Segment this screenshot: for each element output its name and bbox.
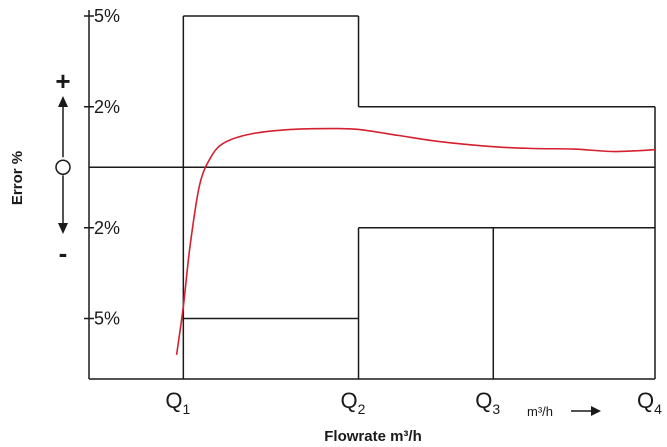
x-unit-label: m³/h (527, 404, 553, 419)
plus-sign: + (55, 66, 70, 96)
limit-lines (182, 15, 656, 379)
y-tick-label: 5% (94, 6, 120, 26)
plus-arrow-head (58, 96, 68, 107)
x-tick-label: Q1 (165, 388, 190, 417)
error-curve (175, 127, 656, 355)
minus-sign: - (59, 238, 68, 268)
x-axis-title: Flowrate m³/h (324, 428, 422, 445)
x-tick-label: Q4 (637, 388, 662, 417)
minus-arrow-head (58, 223, 68, 234)
x-unit-arrow-head (591, 406, 601, 416)
y-axis-title: Error % (9, 151, 26, 205)
y-tick-label: 5% (94, 309, 120, 329)
zero-circle-icon (55, 159, 71, 175)
y-tick-label: 2% (94, 97, 120, 117)
axis-labels: 5% 2% 2% 5% Q1 Q2 Q3 Q4 m³/h Flowrate m³/h Error %… (9, 6, 662, 445)
error-curve-line (175, 127, 656, 355)
axes (84, 10, 655, 380)
x-tick-label: Q2 (341, 388, 366, 417)
x-tick-label: Q3 (475, 388, 500, 417)
y-tick-label: 2% (94, 218, 120, 238)
